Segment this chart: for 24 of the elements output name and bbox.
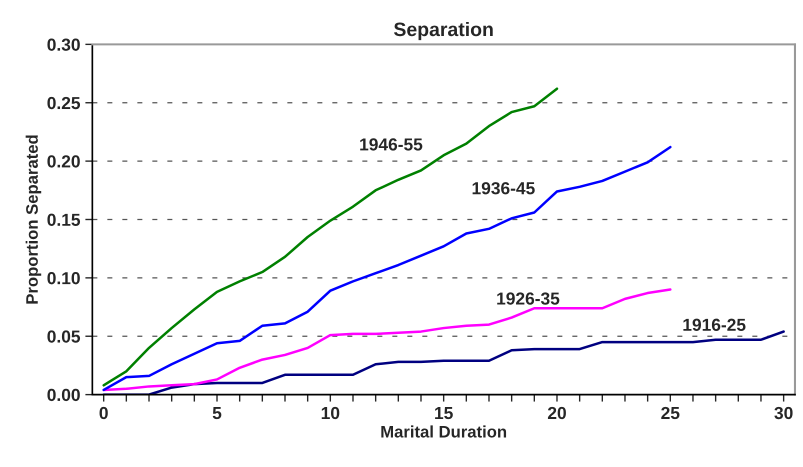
x-tick-label: 25 — [661, 406, 680, 420]
y-tick-label: 0.05 — [47, 330, 80, 343]
y-tick-label: 0.00 — [47, 388, 80, 402]
x-tick-label: 10 — [322, 406, 340, 420]
line-series — [102, 330, 785, 395]
y-tick-label: 0.20 — [47, 155, 80, 168]
line-series — [102, 288, 672, 392]
x-axis-title: Marital Duration — [381, 425, 506, 438]
chart-title: Separation — [394, 22, 493, 40]
x-tick-label: 15 — [435, 407, 453, 420]
x-tick-label: 30 — [774, 406, 793, 420]
line-series — [102, 87, 558, 387]
y-tick-label: 0.10 — [47, 272, 80, 284]
series-label: 1926-35 — [497, 292, 560, 305]
y-tick-label: 0.25 — [47, 96, 80, 110]
y-tick-label: 0.30 — [47, 38, 80, 51]
x-tick-label: 0 — [100, 406, 108, 420]
y-axis-title: Proportion Separated — [26, 135, 42, 304]
x-tick-label: 5 — [212, 407, 222, 420]
series-label: 1946-55 — [360, 138, 422, 151]
series-label: 1916-25 — [683, 318, 746, 331]
x-tick-label: 20 — [548, 406, 566, 420]
series-label: 1936-45 — [472, 182, 535, 194]
y-tick-label: 0.15 — [47, 214, 80, 226]
